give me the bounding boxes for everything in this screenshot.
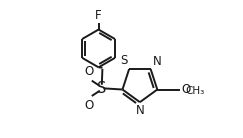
Text: S: S — [96, 81, 106, 96]
Text: S: S — [120, 54, 127, 67]
Text: N: N — [152, 55, 161, 68]
Text: O: O — [85, 65, 94, 78]
Text: O: O — [85, 99, 94, 112]
Text: O: O — [181, 83, 190, 96]
Text: CH₃: CH₃ — [185, 86, 204, 96]
Text: F: F — [95, 9, 102, 22]
Text: N: N — [136, 104, 145, 117]
